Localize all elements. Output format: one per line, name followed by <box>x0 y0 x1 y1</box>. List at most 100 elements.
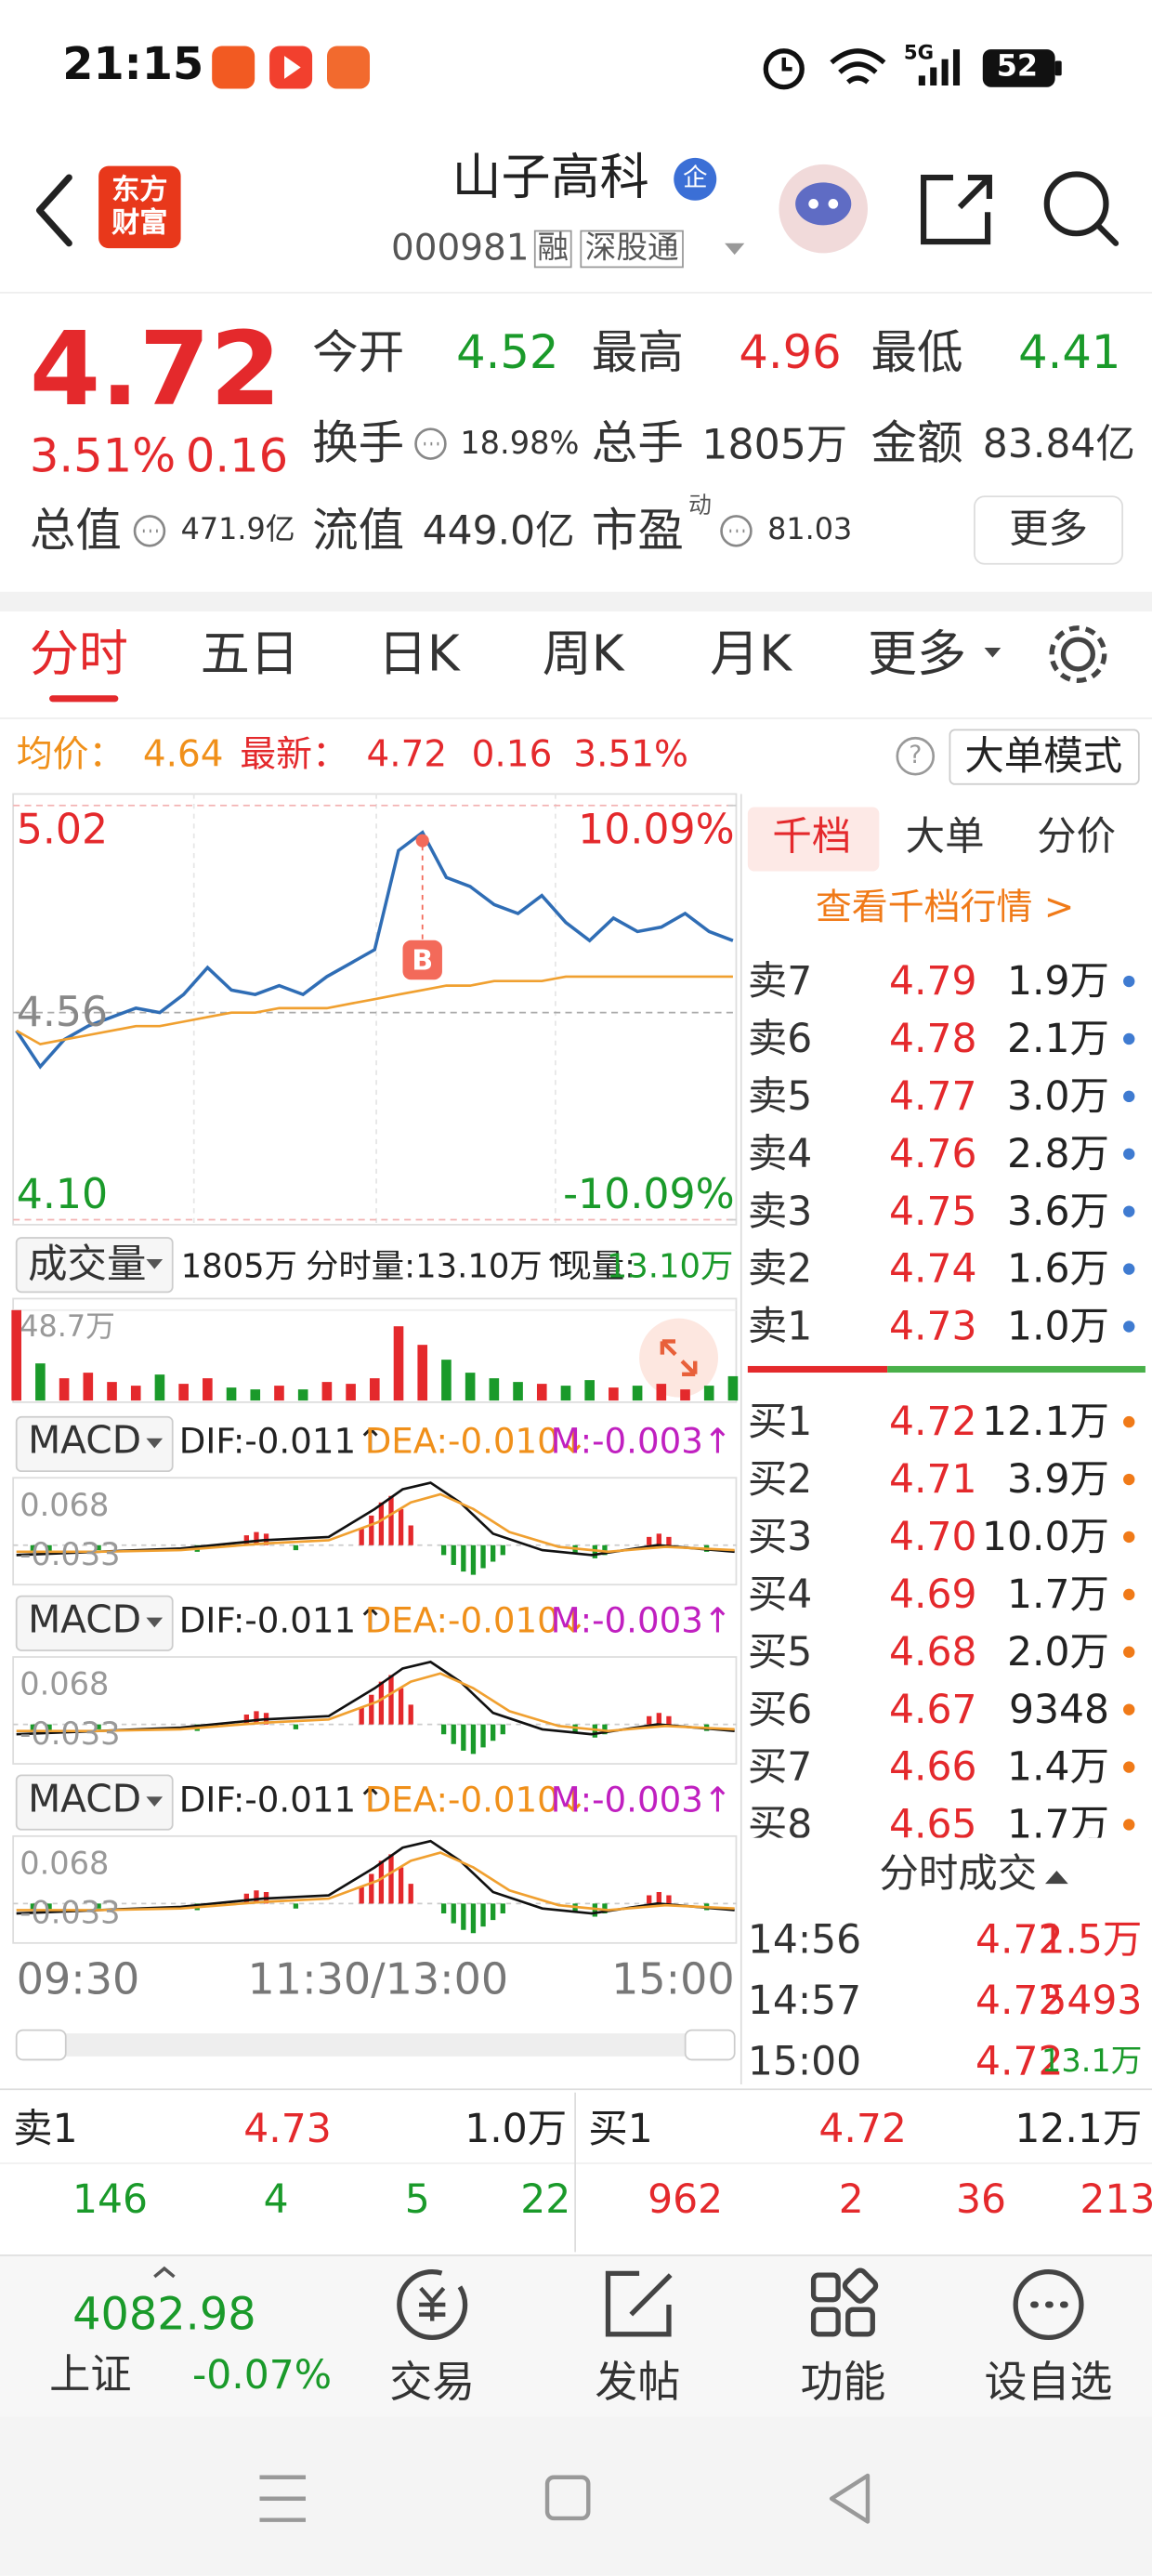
order-level: 买1 <box>747 1399 813 1445</box>
info-icon <box>414 427 447 460</box>
x-tick-label: 09:30 <box>16 1955 140 2006</box>
expand-arrow[interactable] <box>153 2266 176 2279</box>
share-button[interactable] <box>921 174 992 245</box>
minute-volume: 分时量:13.10万↑ <box>306 1245 570 1286</box>
stock-name: 山子高科 <box>452 149 649 207</box>
expand-button[interactable] <box>639 1318 719 1398</box>
order-dot <box>1123 1148 1135 1160</box>
scrollbar-track[interactable] <box>16 2033 735 2057</box>
stat-label: 总值 <box>29 503 122 558</box>
volume-selector-text[interactable]: 成交量 <box>28 1241 147 1288</box>
order-volume: 1.4万 <box>1007 1743 1110 1791</box>
order-volume: 1.9万 <box>1007 958 1110 1005</box>
macd-selector[interactable] <box>15 1415 174 1473</box>
order-tab[interactable]: 大单 <box>905 813 985 861</box>
macd-selector-text[interactable]: MACD <box>28 1599 142 1643</box>
macd-m: M:-0.003↑ <box>550 1780 733 1820</box>
macd-dif-line <box>16 1481 735 1557</box>
order-link[interactable]: 查看千档行情 > <box>815 887 1075 929</box>
more-button-text[interactable]: 更多 <box>1009 506 1089 553</box>
help-text[interactable]: ? <box>909 740 923 769</box>
order-level: 卖6 <box>747 1016 813 1062</box>
back-nav-button[interactable] <box>829 2473 871 2524</box>
post-icon[interactable] <box>605 2270 673 2337</box>
stat-superscript: 动 <box>688 493 712 519</box>
back-button[interactable] <box>35 174 72 247</box>
macd-m: M:-0.003↑ <box>550 1422 733 1462</box>
tab[interactable]: 日K <box>377 625 460 684</box>
annotation-marker <box>402 940 442 980</box>
trade-icon[interactable] <box>397 2268 468 2341</box>
settings-button[interactable] <box>1060 637 1095 672</box>
logo <box>98 165 181 249</box>
order-tab[interactable]: 分价 <box>1037 813 1117 861</box>
menu-button[interactable] <box>259 2475 307 2522</box>
macd-dea-line <box>16 1851 735 1912</box>
order-level: 买7 <box>747 1743 813 1791</box>
dropdown-arrow[interactable] <box>984 647 1001 658</box>
macd-plot-frame <box>12 1477 738 1586</box>
mode-button[interactable] <box>949 729 1140 785</box>
macd-high: 0.068 <box>20 1487 110 1524</box>
collapse-arrow[interactable] <box>1045 1871 1068 1885</box>
order-dot <box>1123 975 1135 988</box>
macd-selector-text[interactable]: MACD <box>28 1420 142 1464</box>
info-icon <box>133 515 166 547</box>
order-volume: 2.1万 <box>1007 1016 1110 1062</box>
function-icon[interactable] <box>810 2272 841 2303</box>
section-gap <box>0 591 1152 612</box>
order-volume: 3.6万 <box>1007 1188 1110 1235</box>
scrollbar-handle[interactable] <box>684 2029 736 2061</box>
order-volume: 1.0万 <box>1007 1303 1110 1350</box>
volume-bar <box>417 1345 428 1401</box>
scrollbar-handle[interactable] <box>15 2029 67 2061</box>
trade-time: 15:00 <box>747 2038 862 2084</box>
dropdown-arrow[interactable] <box>725 243 745 256</box>
more-button[interactable] <box>974 495 1124 565</box>
ask-count: 22 <box>520 2176 571 2223</box>
nav-item[interactable]: 交易 <box>389 2359 476 2409</box>
macd-plot-frame <box>12 1834 738 1944</box>
volume-bar <box>609 1387 619 1401</box>
nav-item[interactable]: 发帖 <box>595 2359 681 2409</box>
home-button[interactable] <box>544 2475 591 2521</box>
mode-text[interactable]: 大单模式 <box>964 732 1123 780</box>
tab[interactable]: 月K <box>710 625 792 684</box>
volume-selector[interactable] <box>15 1237 174 1294</box>
last-price: 4.72 <box>29 309 281 429</box>
tab-highlight <box>747 807 880 872</box>
order-dot <box>1123 1090 1135 1103</box>
macd-selector[interactable] <box>15 1774 174 1831</box>
volume-bar <box>465 1373 476 1401</box>
macd-low: -0.033 <box>20 1536 121 1573</box>
macd-dea: DEA:-0.010↓ <box>364 1422 588 1462</box>
stat-value: 83.84亿 <box>982 420 1135 467</box>
search-button[interactable] <box>1043 171 1109 237</box>
tab[interactable]: 分时 <box>29 625 128 684</box>
nav-item[interactable]: 功能 <box>800 2359 886 2409</box>
watchlist-icon[interactable] <box>1013 2268 1084 2341</box>
volume-bar <box>297 1389 308 1401</box>
index-value[interactable]: 4082.98 <box>72 2290 256 2341</box>
order-volume: 9348 <box>1008 1686 1110 1733</box>
help-button[interactable] <box>896 736 936 776</box>
macd-selector[interactable] <box>15 1595 174 1651</box>
order-level: 买6 <box>747 1686 813 1733</box>
stat-value: 4.52 <box>456 325 559 380</box>
index-change[interactable]: -0.07% <box>191 2352 333 2399</box>
tab[interactable]: 五日 <box>200 625 299 684</box>
trades-title[interactable]: 分时成交 <box>879 1850 1038 1898</box>
order-level: 买2 <box>747 1456 813 1503</box>
alarm-hand <box>781 57 792 72</box>
tab[interactable]: 更多 <box>867 625 967 684</box>
order-level: 卖4 <box>747 1131 813 1177</box>
info-icon <box>720 515 753 547</box>
macd-selector-text[interactable]: MACD <box>28 1778 142 1821</box>
order-tab[interactable]: 千档 <box>772 813 852 861</box>
index-name[interactable]: 上证 <box>49 2350 132 2399</box>
logo-text: 东方财富 <box>111 174 168 241</box>
tab[interactable]: 周K <box>542 625 624 684</box>
volume-bar <box>489 1378 500 1401</box>
nav-item[interactable]: 设自选 <box>984 2359 1113 2409</box>
order-level: 卖3 <box>747 1188 813 1235</box>
